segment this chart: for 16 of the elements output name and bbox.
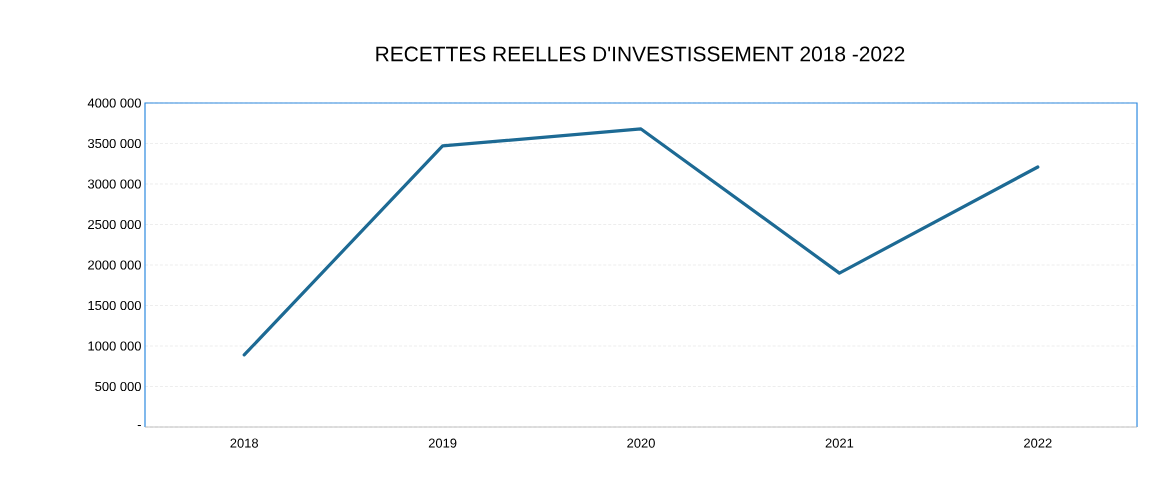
- line-series: [242, 127, 1040, 357]
- y-tick-label: 500 000: [95, 381, 141, 392]
- y-tick-label: 4000 000: [87, 98, 141, 108]
- y-tick-label: -: [137, 425, 141, 427]
- y-tick-label: 1000 000: [88, 341, 141, 351]
- x-tick-label: 2019: [428, 438, 457, 448]
- x-tick-label: 2022: [1024, 438, 1052, 448]
- y-tick-label: 3000 000: [87, 179, 141, 189]
- chart-title: RECETTES REELLES D'INVESTISSEMENT 2018 -2022: [376, 46, 905, 62]
- x-tick-label: 2020: [627, 438, 655, 448]
- x-tick-label: 2021: [825, 438, 854, 448]
- y-tick-label: 2000 000: [88, 260, 141, 270]
- y-tick-label: 3500 000: [87, 138, 141, 149]
- y-tick-label: 1500 000: [88, 300, 141, 311]
- y-tick-label: 2500 000: [88, 219, 141, 230]
- x-tick-label: 2018: [230, 438, 259, 448]
